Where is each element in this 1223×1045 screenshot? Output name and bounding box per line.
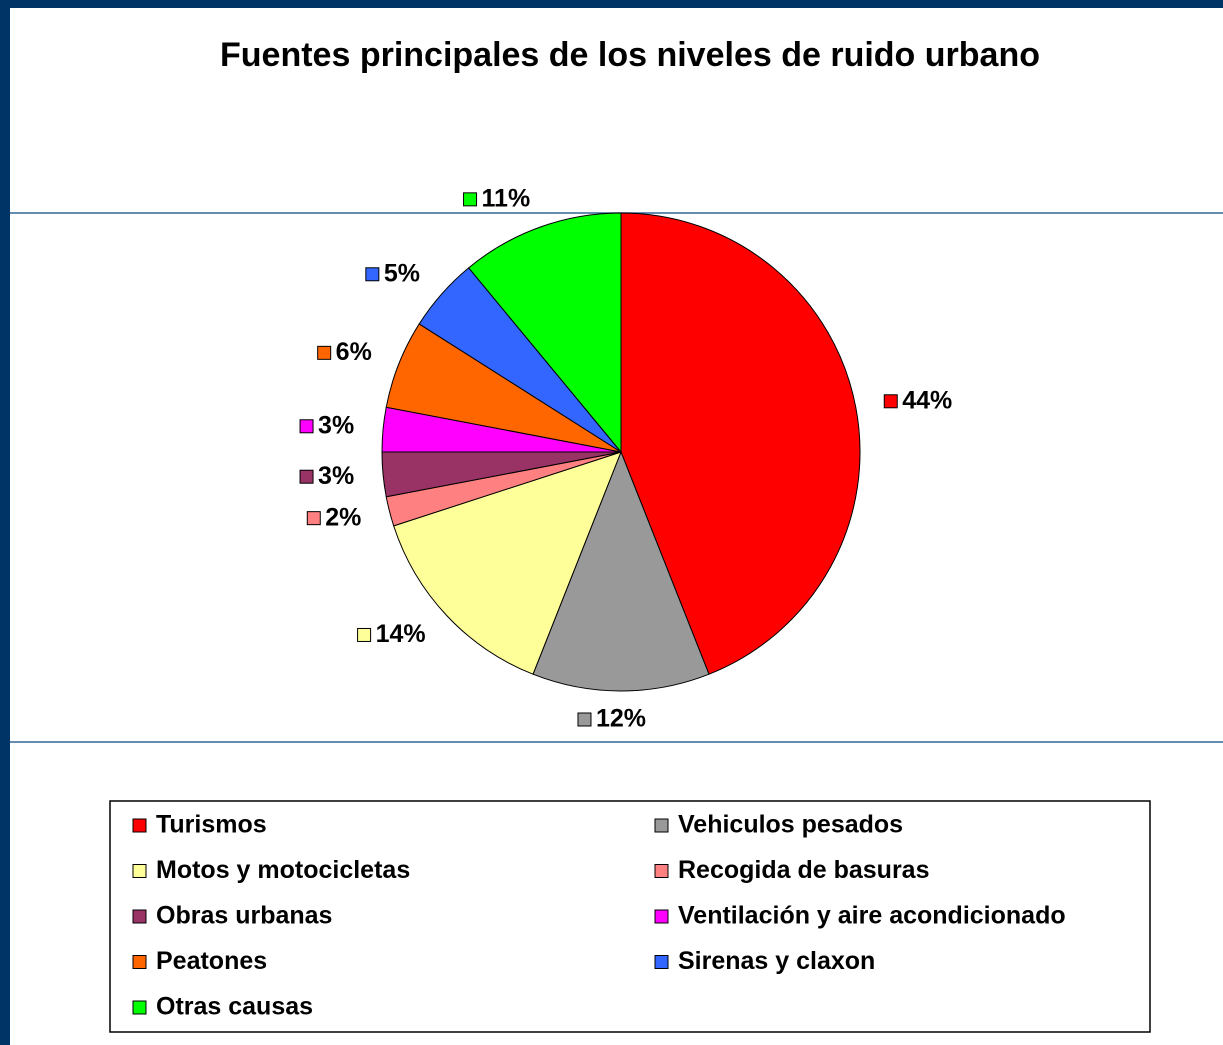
pie-slice	[467, 212, 622, 454]
legend-label: Otras causas	[156, 993, 313, 1021]
data-label: 5%	[384, 259, 420, 287]
data-label-key	[463, 192, 478, 207]
data-label-key	[299, 419, 314, 434]
data-label: 14%	[376, 620, 426, 648]
data-label: 3%	[318, 411, 354, 439]
legend-box	[109, 800, 1151, 1033]
data-label: 44%	[902, 386, 952, 414]
data-label: 2%	[325, 503, 361, 531]
data-label: 12%	[596, 705, 646, 733]
legend-label: Recogida de basuras	[678, 856, 929, 884]
data-label-key	[299, 469, 314, 484]
legend-label: Vehiculos pesados	[678, 811, 903, 839]
legend-label: Turismos	[156, 811, 267, 839]
legend-swatch	[132, 955, 147, 969]
legend-label: Sirenas y claxon	[678, 947, 875, 975]
data-label-key	[577, 712, 592, 727]
data-label: 3%	[318, 462, 354, 490]
legend-label: Ventilación y aire acondicionado	[678, 902, 1066, 930]
data-label-key	[357, 627, 372, 642]
legend-swatch	[132, 864, 147, 878]
legend-label: Obras urbanas	[156, 902, 332, 930]
pie-slice	[532, 450, 710, 692]
legend-label: Motos y motocicletas	[156, 856, 410, 884]
data-label: 11%	[482, 184, 531, 212]
legend-swatch	[654, 955, 669, 969]
legend-label: Peatones	[156, 947, 267, 975]
data-label: 6%	[336, 338, 372, 366]
chart-title: Fuentes principales de los niveles de ru…	[220, 36, 1040, 74]
data-label-key	[883, 394, 898, 409]
legend-swatch	[132, 818, 147, 833]
legend-swatch	[132, 1000, 147, 1015]
pie-slice	[620, 212, 861, 675]
legend-swatch	[654, 864, 669, 878]
data-label-key	[317, 345, 332, 360]
legend-swatch	[654, 818, 669, 833]
legend-swatch	[132, 909, 147, 924]
legend-swatch	[654, 909, 669, 924]
data-label-key	[306, 511, 321, 526]
data-label-key	[365, 267, 380, 282]
